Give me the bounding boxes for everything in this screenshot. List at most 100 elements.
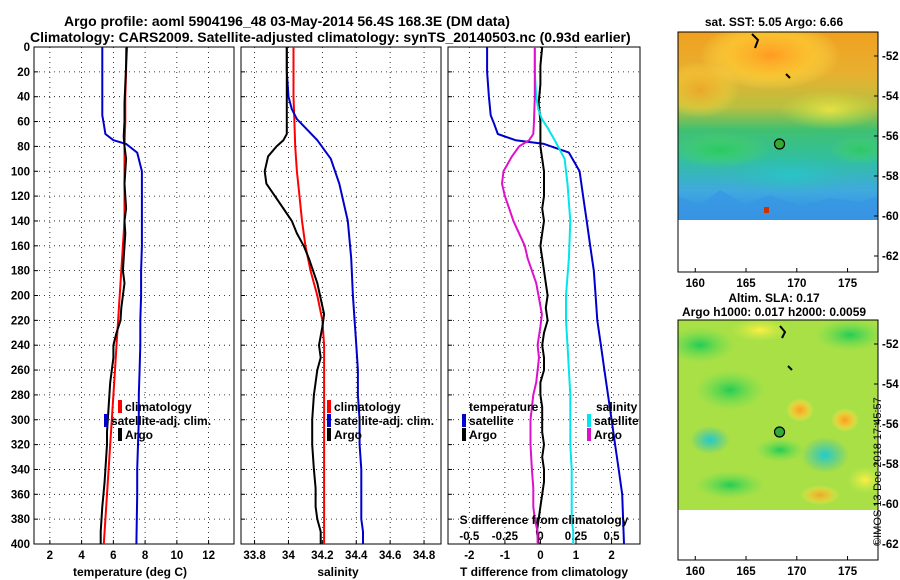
- map-lon-label: 160: [686, 566, 705, 578]
- sla-map-axes: -52 -54 -56 -58 -60 -62 160 165 170 175: [686, 339, 900, 578]
- depth-axis: 0 20 40 60 80 100 120 140 160 180 200 220 240 260 280 3…: [11, 42, 30, 551]
- legend-s-satellite-label: satellite: [594, 414, 639, 428]
- figure-title-line1: Argo profile: aoml 5904196_48 03-May-201…: [64, 13, 510, 29]
- x-tick-label: 33.8: [243, 550, 266, 562]
- depth-tick-label: 80: [17, 141, 30, 153]
- sla-field: [678, 320, 878, 510]
- salinity-panel: 33.8 34 34.2 34.4 34.6 34.8 salinity climatol…: [240, 46, 442, 579]
- depth-tick-label: 0: [24, 42, 30, 54]
- series-temperature-satellite: [486, 47, 625, 544]
- map-lat-label: -54: [882, 91, 899, 103]
- series-argo: [263, 47, 326, 544]
- sst-field: [678, 32, 878, 220]
- difference-x-axis: -2 -1 0 1 2: [464, 540, 615, 562]
- legend-t-argo-label: Argo: [469, 428, 497, 442]
- depth-tick-label: 100: [11, 166, 30, 178]
- x-tick-label: 4: [78, 550, 85, 562]
- sla-map: Altim. SLA: 0.17 Argo h1000: 0.017 h2000…: [677, 291, 900, 578]
- depth-tick-label: 300: [11, 415, 30, 427]
- x-tick-label: 2: [608, 550, 614, 562]
- series-satellite-adj-clim-: [285, 47, 364, 544]
- salinity-difference-scale: -0.5 -0.25 0 0.25 0.5: [459, 531, 620, 543]
- sst-map: sat. SST: 5.05 Argo: 6.66 -52 -54 -56 -58 -6…: [677, 15, 900, 290]
- series-salinity-argo: [501, 47, 543, 544]
- s-tick-label: 0.5: [604, 531, 621, 543]
- x-tick-label: 34.4: [345, 550, 368, 562]
- difference-legend-temperature: temperature satellite Argo: [462, 400, 539, 442]
- legend-t-satellite-label: satellite: [469, 414, 514, 428]
- map-lon-label: 175: [838, 566, 858, 578]
- sst-profile-marker: [773, 138, 786, 150]
- legend-s-argo-label: Argo: [594, 428, 622, 442]
- depth-tick-label: 180: [11, 266, 30, 278]
- map-lat-label: -58: [882, 171, 899, 183]
- legend-satellite-label: satellite-adj. clim.: [334, 414, 434, 428]
- map-lon-label: 170: [787, 278, 806, 290]
- depth-tick-label: 40: [17, 92, 30, 104]
- depth-tick-label: 240: [11, 340, 30, 352]
- depth-tick-label: 140: [11, 216, 30, 228]
- sla-profile-marker: [773, 426, 786, 438]
- legend-satellite-swatch: [104, 414, 108, 427]
- x-tick-label: 34.6: [379, 550, 401, 562]
- s-tick-label: -0.25: [492, 531, 519, 543]
- legend-argo-swatch: [327, 428, 331, 441]
- legend-satellite-label: satellite-adj. clim.: [111, 414, 211, 428]
- x-tick-label: 2: [47, 550, 53, 562]
- s-tick-label: 0.25: [565, 531, 588, 543]
- map-lon-label: 175: [838, 278, 858, 290]
- series-satellite-adj-clim-: [101, 47, 143, 544]
- sla-map-subtitle: Argo h1000: 0.017 h2000: 0.0059: [682, 305, 866, 319]
- legend-climatology-swatch: [327, 400, 331, 413]
- salinity-x-axis: 33.8 34 34.2 34.4 34.6 34.8: [243, 540, 436, 562]
- map-lat-label: -56: [882, 419, 899, 431]
- legend-t-argo-swatch: [462, 428, 466, 441]
- temperature-grid: [34, 46, 234, 545]
- map-lat-label: -62: [882, 539, 899, 551]
- legend-s-argo-swatch: [587, 428, 591, 441]
- x-tick-label: -1: [500, 550, 511, 562]
- difference-legend-salinity: salinity satellite Argo: [587, 400, 639, 442]
- series-temperature-argo: [535, 47, 549, 544]
- x-tick-label: 34.2: [311, 550, 333, 562]
- map-lat-label: -52: [882, 339, 899, 351]
- temperature-panel: 0 20 40 60 80 100 120 140 160 180 200 220 240 260 280 3…: [11, 42, 235, 579]
- temperature-legend: climatology satellite-adj. clim. Argo: [104, 400, 211, 442]
- salinity-grid: [241, 46, 441, 545]
- t-difference-xlabel: T difference from climatology: [460, 565, 628, 579]
- legend-climatology-label: climatology: [125, 400, 192, 414]
- legend-temperature-title: temperature: [469, 400, 539, 414]
- legend-climatology-label: climatology: [334, 400, 401, 414]
- x-tick-label: -2: [464, 550, 474, 562]
- sst-map-frame: [677, 31, 879, 273]
- legend-salinity-title: salinity: [596, 400, 638, 414]
- temperature-xlabel: temperature (deg C): [73, 565, 187, 579]
- temperature-series: [99, 47, 143, 544]
- sst-map-axes: -52 -54 -56 -58 -60 -62 160 165 170 175: [686, 51, 900, 290]
- difference-panel: -2 -1 0 1 2 -0.5 -0.25 0 0.25 0.5 T difference f…: [447, 46, 641, 579]
- map-lon-label: 165: [736, 278, 756, 290]
- x-tick-label: 12: [202, 550, 215, 562]
- temperature-x-axis: 2 4 6 8 10 12: [47, 540, 215, 562]
- legend-satellite-swatch: [327, 414, 331, 427]
- map-lat-label: -54: [882, 379, 899, 391]
- series-argo: [99, 47, 128, 544]
- depth-tick-label: 120: [11, 191, 30, 203]
- legend-s-satellite-swatch: [587, 414, 591, 427]
- salinity-legend: climatology satellite-adj. clim. Argo: [327, 400, 434, 442]
- series-salinity-satellite: [533, 47, 575, 544]
- sst-map-title: sat. SST: 5.05 Argo: 6.66: [705, 15, 844, 29]
- salinity-series: [263, 47, 364, 544]
- depth-tick-label: 20: [17, 67, 30, 79]
- depth-tick-label: 260: [11, 365, 30, 377]
- map-lat-label: -60: [882, 211, 899, 223]
- legend-argo-label: Argo: [334, 428, 362, 442]
- series-climatology: [292, 47, 326, 544]
- map-lon-label: 170: [787, 566, 806, 578]
- s-difference-xlabel: S difference from climatology: [460, 513, 629, 527]
- depth-tick-label: 280: [11, 390, 30, 402]
- map-lat-label: -56: [882, 131, 899, 143]
- s-tick-label: 0: [537, 531, 543, 543]
- map-lon-label: 160: [686, 278, 705, 290]
